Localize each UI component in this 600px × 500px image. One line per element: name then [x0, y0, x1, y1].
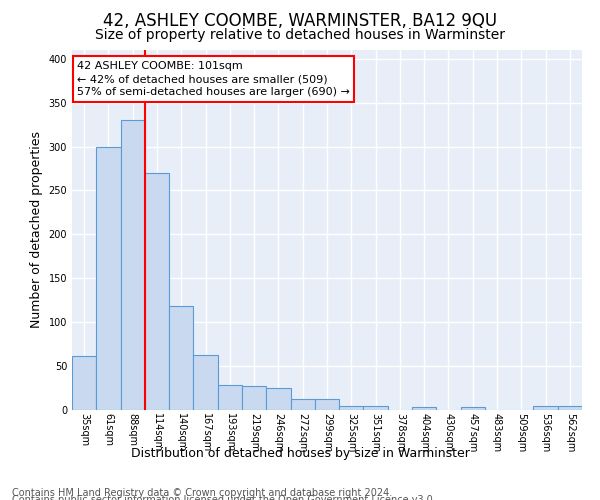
- Bar: [315, 400, 339, 410]
- Bar: [290, 400, 315, 410]
- Bar: [96, 146, 121, 410]
- Bar: [533, 406, 558, 410]
- Bar: [169, 306, 193, 410]
- Bar: [461, 408, 485, 410]
- Bar: [558, 406, 582, 410]
- Bar: [121, 120, 145, 410]
- Bar: [242, 386, 266, 410]
- Bar: [364, 406, 388, 410]
- Bar: [412, 408, 436, 410]
- Bar: [266, 388, 290, 410]
- Bar: [145, 173, 169, 410]
- Text: Contains HM Land Registry data © Crown copyright and database right 2024.: Contains HM Land Registry data © Crown c…: [12, 488, 392, 498]
- Text: Distribution of detached houses by size in Warminster: Distribution of detached houses by size …: [131, 448, 469, 460]
- Y-axis label: Number of detached properties: Number of detached properties: [30, 132, 43, 328]
- Text: 42, ASHLEY COOMBE, WARMINSTER, BA12 9QU: 42, ASHLEY COOMBE, WARMINSTER, BA12 9QU: [103, 12, 497, 30]
- Text: Size of property relative to detached houses in Warminster: Size of property relative to detached ho…: [95, 28, 505, 42]
- Bar: [72, 356, 96, 410]
- Text: Contains public sector information licensed under the Open Government Licence v3: Contains public sector information licen…: [12, 495, 436, 500]
- Text: 42 ASHLEY COOMBE: 101sqm
← 42% of detached houses are smaller (509)
57% of semi-: 42 ASHLEY COOMBE: 101sqm ← 42% of detach…: [77, 61, 350, 97]
- Bar: [218, 386, 242, 410]
- Bar: [339, 406, 364, 410]
- Bar: [193, 354, 218, 410]
